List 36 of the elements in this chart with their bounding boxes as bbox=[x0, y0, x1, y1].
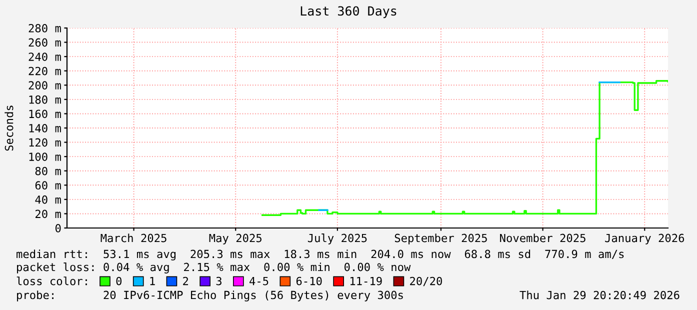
x-tick-label: November 2025 bbox=[500, 234, 586, 242]
legend-label: 4-5 bbox=[250, 276, 268, 286]
legend-label: 11-19 bbox=[350, 276, 382, 286]
x-tick-label: March 2025 bbox=[100, 234, 166, 242]
y-tick-label: 180 m bbox=[29, 95, 61, 104]
y-axis-title: Seconds bbox=[4, 106, 14, 151]
y-tick-label: 160 m bbox=[29, 110, 61, 118]
y-tick-label: 280 m bbox=[28, 24, 61, 32]
y-tick-label: 140 m bbox=[29, 124, 61, 132]
y-tick-label: 240 m bbox=[28, 52, 61, 61]
y-tick-label: 0 bbox=[55, 224, 61, 232]
text: Thu Jan 29 20:20:49 2026 bbox=[520, 290, 680, 300]
y-tick-label: 120 m bbox=[29, 138, 61, 147]
legend-label: 20/20 bbox=[410, 276, 442, 286]
y-tick-label: 80 m bbox=[35, 166, 61, 176]
x-tick-label: September 2025 bbox=[394, 234, 487, 244]
text: probe: 20 IPv6-ICMP Echo Pings (56 Bytes) every 300s bbox=[17, 290, 403, 302]
x-tick-label: July 2025 bbox=[308, 234, 367, 244]
y-tick-label: 260 m bbox=[28, 38, 61, 47]
x-tick-label: May 2025 bbox=[209, 234, 262, 244]
text: median rtt: 53.1 ms avg 205.3 ms max 18.3 ms min 204.0 ms now 68.8 ms sd 770.9 m am/s bbox=[16, 250, 624, 260]
legend-label: 6-10 bbox=[296, 276, 322, 286]
y-tick-label: 100 m bbox=[29, 152, 61, 161]
legend-title: loss color: bbox=[16, 276, 87, 286]
y-tick-label: 200 m bbox=[28, 81, 61, 90]
legend-label: 0 bbox=[116, 276, 122, 286]
y-tick-label: 220 m bbox=[28, 66, 61, 76]
legend-label: 2 bbox=[183, 276, 188, 286]
y-tick-label: 40 m bbox=[35, 195, 61, 204]
chart-title: Last 360 Days bbox=[300, 6, 396, 18]
text: packet loss: 0.04 % avg 2.15 % max 0.00 % min 0.00 % now bbox=[17, 262, 411, 274]
y-tick-label: 20 m bbox=[36, 210, 61, 218]
y-tick-label: 60 m bbox=[35, 181, 61, 190]
x-tick-label: January 2026 bbox=[605, 234, 684, 244]
legend-label: 1 bbox=[150, 276, 155, 286]
legend-label: 3 bbox=[216, 276, 222, 286]
